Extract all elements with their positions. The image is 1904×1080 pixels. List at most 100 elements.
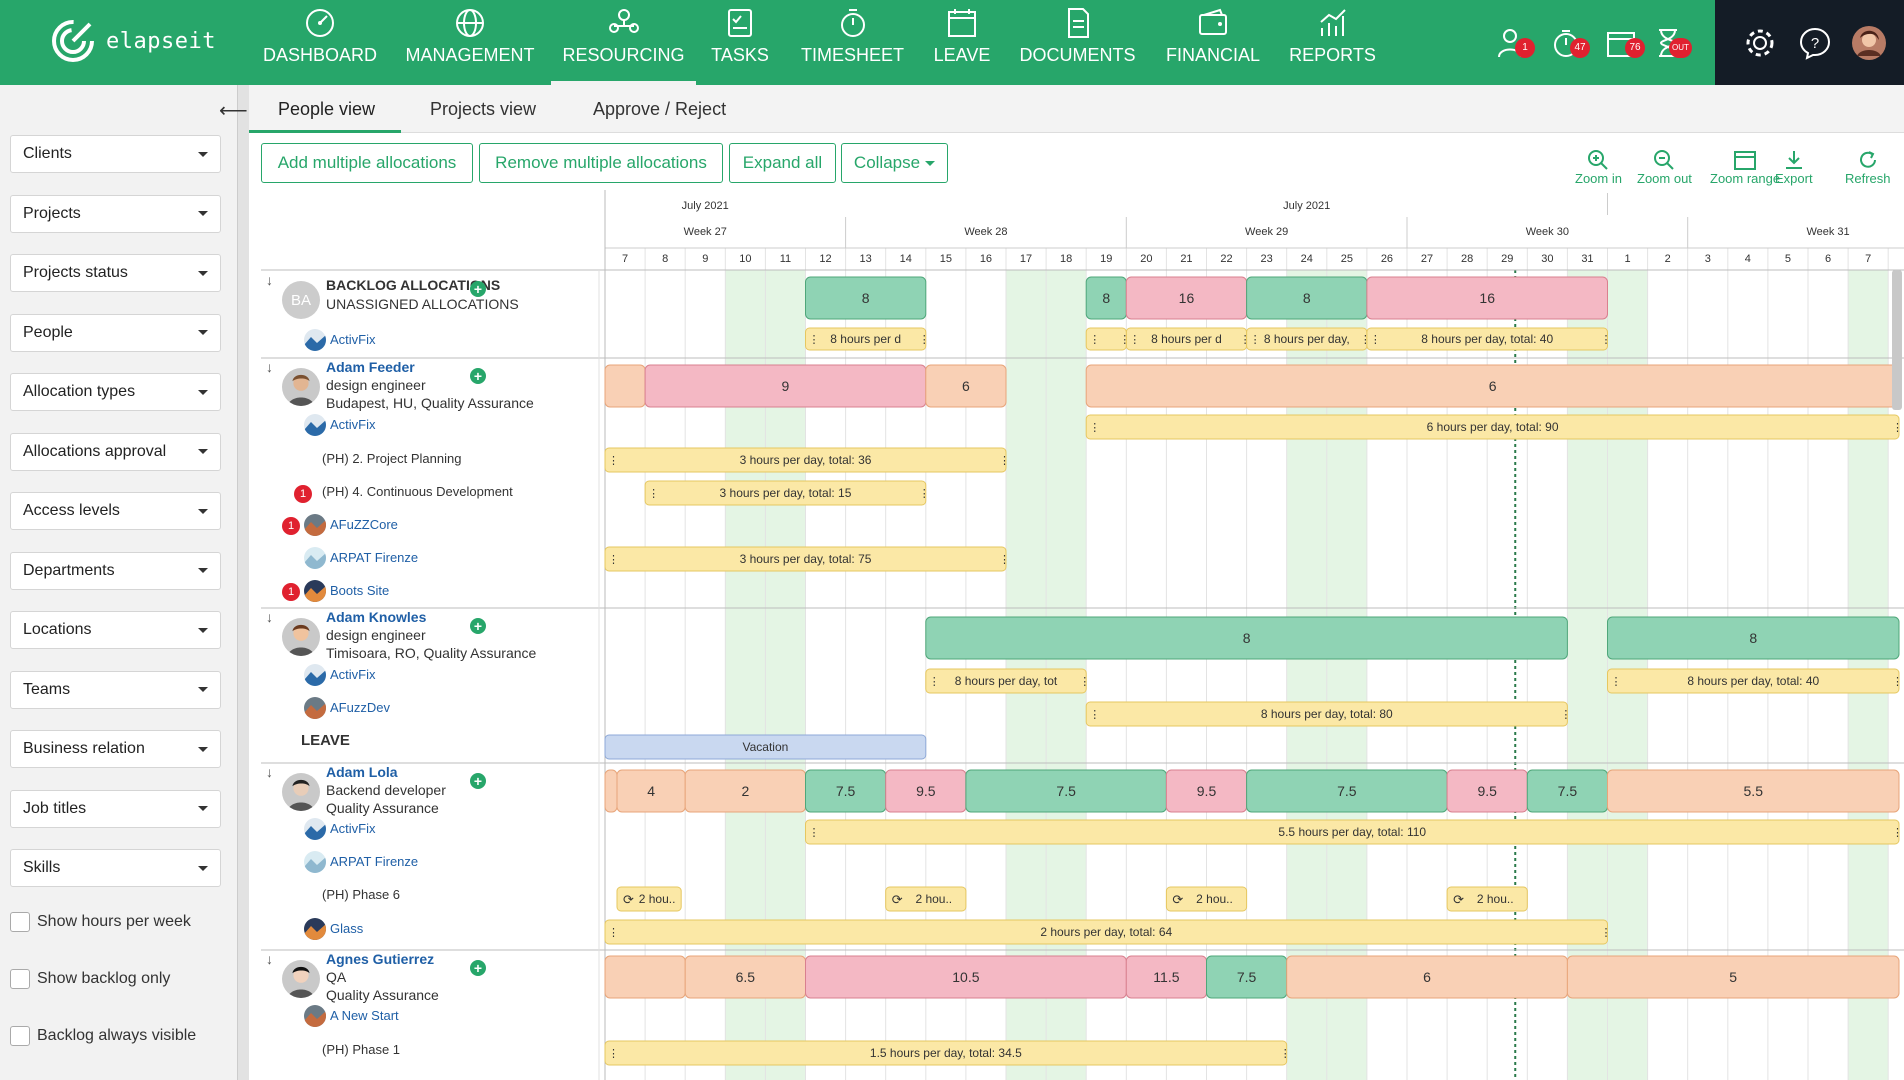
drag-handle-icon[interactable]: ⋮: [809, 334, 820, 346]
allocation-bar[interactable]: 9.5: [1446, 769, 1528, 813]
person-avatar[interactable]: [282, 960, 320, 998]
drag-handle-icon[interactable]: ⋮: [1089, 422, 1100, 434]
drag-handle-icon[interactable]: ⋮: [1892, 827, 1903, 839]
drag-handle-icon[interactable]: ⋮: [1250, 334, 1261, 346]
drag-handle-icon[interactable]: ⋮: [919, 334, 930, 346]
daily-hours-bar[interactable]: ⋮ ⋮ 8 hours per day, total: 40: [1366, 327, 1612, 351]
refresh-button[interactable]: Refresh: [1845, 149, 1891, 186]
timer-notifications-button[interactable]: 47: [1550, 0, 1590, 85]
user-avatar-button[interactable]: [1852, 0, 1886, 85]
clock-out-button[interactable]: OUT: [1655, 0, 1692, 85]
daily-hours-bar[interactable]: ⋮ ⋮8 hours per day,: [1246, 327, 1371, 351]
person-avatar[interactable]: [282, 773, 320, 811]
allocation-bar[interactable]: 8: [1085, 276, 1127, 320]
drag-handle-icon[interactable]: ⋮: [608, 455, 619, 467]
nav-dashboard[interactable]: DASHBOARD: [263, 0, 377, 85]
expand-all-button[interactable]: Expand all: [729, 143, 836, 183]
nav-leave[interactable]: LEAVE: [932, 0, 992, 85]
drag-handle-icon[interactable]: ⋮: [999, 455, 1010, 467]
person-name-link[interactable]: Adam Lola: [326, 764, 398, 780]
daily-hours-bar[interactable]: ⋮ ⋮: [1085, 327, 1130, 351]
allocation-bar[interactable]: 7.5: [965, 769, 1167, 813]
drag-handle-icon[interactable]: ⋮: [608, 927, 619, 939]
daily-hours-bar[interactable]: ⋮ ⋮ 6 hours per day, total: 90: [1085, 414, 1903, 440]
drag-handle-icon[interactable]: ⋮: [648, 488, 659, 500]
allocation-bar[interactable]: 5: [1566, 955, 1900, 999]
person-avatar[interactable]: [282, 368, 320, 406]
checkbox-box[interactable]: [10, 969, 30, 989]
person-avatar[interactable]: [282, 618, 320, 656]
checkbox-show-backlog-only[interactable]: Show backlog only: [10, 969, 170, 989]
nav-documents[interactable]: DOCUMENTS: [1020, 0, 1136, 85]
daily-hours-bar[interactable]: ⋮ ⋮ 3 hours per day, total: 15: [644, 480, 930, 506]
add-allocation-plus-icon[interactable]: +: [470, 368, 486, 384]
project-link[interactable]: ActivFix: [330, 332, 376, 347]
daily-hours-bar[interactable]: ⋮ ⋮ 8 hours per day, total: 40: [1607, 668, 1904, 694]
allocation-bar[interactable]: 6: [1085, 364, 1900, 408]
zoom-out-button[interactable]: Zoom out: [1637, 149, 1692, 186]
allocation-bar[interactable]: 10.5: [805, 955, 1127, 999]
allocation-bar[interactable]: [604, 955, 686, 999]
allocation-bar[interactable]: 2: [684, 769, 807, 813]
checkbox-show-hours-per-week[interactable]: Show hours per week: [10, 912, 191, 932]
allocation-bar[interactable]: 9.5: [885, 769, 967, 813]
export-button[interactable]: Export: [1775, 149, 1813, 186]
filter-dropdown-locations[interactable]: Locations: [10, 611, 221, 649]
drag-handle-icon[interactable]: ⋮: [608, 554, 619, 566]
nav-management[interactable]: MANAGEMENT: [405, 0, 535, 85]
add-allocation-plus-icon[interactable]: +: [470, 773, 486, 789]
help-button[interactable]: ?: [1798, 0, 1832, 85]
allocation-bar[interactable]: [604, 769, 618, 813]
allocation-bar[interactable]: 7.5: [805, 769, 887, 813]
allocation-bar[interactable]: 4: [616, 769, 686, 813]
drag-handle-icon[interactable]: ⋮: [1280, 1048, 1291, 1060]
daily-hours-bar[interactable]: ⋮ ⋮ 8 hours per d: [1125, 327, 1251, 351]
drag-handle-icon[interactable]: ⋮: [1360, 334, 1371, 346]
allocation-bar[interactable]: 8: [1246, 276, 1368, 320]
person-name-link[interactable]: Adam Feeder: [326, 359, 415, 375]
project-link[interactable]: ARPAT Firenze: [330, 854, 419, 869]
drag-handle-icon[interactable]: ⋮: [608, 1048, 619, 1060]
add-allocation-plus-icon[interactable]: +: [470, 281, 486, 297]
filter-dropdown-allocation-types[interactable]: Allocation types: [10, 373, 221, 411]
zoom-in-button[interactable]: Zoom in: [1575, 149, 1622, 186]
remove-multiple-allocations-button[interactable]: Remove multiple allocations: [479, 143, 723, 183]
daily-hours-bar[interactable]: ⋮ ⋮ 8 hours per day, total: 80: [1085, 701, 1571, 727]
allocation-bar[interactable]: 8: [1607, 616, 1900, 660]
filter-dropdown-departments[interactable]: Departments: [10, 551, 221, 590]
daily-hours-bar[interactable]: ⋮ ⋮ 2 hours per day, total: 64: [604, 919, 1612, 945]
drag-handle-icon[interactable]: ⋮: [1370, 334, 1381, 346]
allocation-bar[interactable]: 5.5: [1607, 769, 1900, 813]
drag-handle-icon[interactable]: ⋮: [1079, 676, 1090, 688]
filter-dropdown-clients[interactable]: Clients: [10, 135, 221, 173]
allocation-bar[interactable]: 16: [1366, 276, 1609, 320]
checkbox-box[interactable]: [10, 1026, 30, 1046]
daily-hours-bar[interactable]: ⋮ ⋮ 1.5 hours per day, total: 34.5: [604, 1040, 1291, 1066]
filter-dropdown-allocations-approval[interactable]: Allocations approval: [10, 432, 221, 471]
filter-dropdown-skills[interactable]: Skills: [10, 849, 221, 887]
project-link[interactable]: ActivFix: [330, 417, 376, 432]
tab-projects-view[interactable]: Projects view: [430, 99, 537, 119]
expand-row-arrow-icon[interactable]: ↓: [266, 764, 273, 780]
collapse-button[interactable]: Collapse: [841, 143, 948, 183]
project-link[interactable]: Glass: [330, 921, 364, 936]
allocation-bar[interactable]: 6: [925, 364, 1007, 408]
expand-row-arrow-icon[interactable]: ↓: [266, 359, 273, 375]
drag-handle-icon[interactable]: ⋮: [1601, 334, 1612, 346]
drag-handle-icon[interactable]: ⋮: [919, 488, 930, 500]
drag-handle-icon[interactable]: ⋮: [1892, 676, 1903, 688]
drag-handle-icon[interactable]: ⋮: [1089, 709, 1100, 721]
tab-approve-reject[interactable]: Approve / Reject: [593, 99, 727, 119]
allocation-bar[interactable]: 7.5: [1206, 955, 1288, 999]
drag-handle-icon[interactable]: ⋮: [1089, 334, 1100, 346]
nav-tasks[interactable]: TASKS: [710, 0, 770, 85]
drag-handle-icon[interactable]: ⋮: [929, 676, 940, 688]
project-link[interactable]: A New Start: [330, 1008, 399, 1023]
resource-requests-button[interactable]: 1: [1495, 0, 1535, 85]
allocation-bar[interactable]: 6: [1286, 955, 1568, 999]
daily-hours-bar[interactable]: ⋮ ⋮ 5.5 hours per day, total: 110: [805, 819, 1904, 845]
allocation-bar[interactable]: 16: [1125, 276, 1248, 320]
add-allocation-plus-icon[interactable]: +: [470, 960, 486, 976]
expand-row-arrow-icon[interactable]: ↓: [266, 272, 273, 288]
daily-hours-bar[interactable]: ⋮ ⋮ 8 hours per d: [805, 327, 930, 351]
